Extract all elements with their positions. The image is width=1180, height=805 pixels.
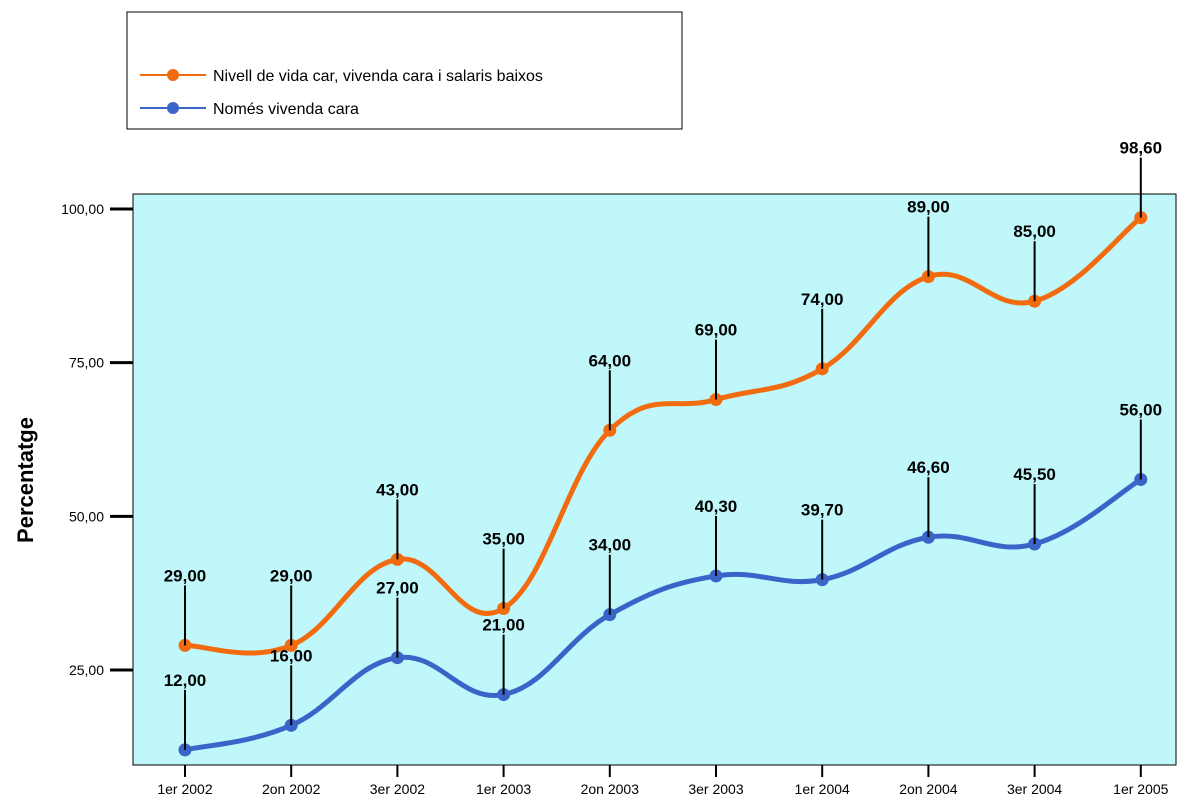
x-tick-label: 1er 2002 (157, 781, 212, 797)
x-tick-label: 1er 2004 (795, 781, 850, 797)
data-label: 21,00 (482, 616, 525, 635)
legend-item-2: Només vivenda cara (140, 101, 359, 118)
x-tick-label: 2on 2002 (262, 781, 321, 797)
x-tick-label: 3er 2004 (1007, 781, 1062, 797)
data-label: 56,00 (1120, 400, 1163, 419)
legend-label: Nivell de vida car, vivenda cara i salar… (213, 68, 543, 85)
y-axis-title: Percentatge (13, 417, 38, 543)
legend: Nivell de vida car, vivenda cara i salar… (126, 11, 683, 130)
series-line (182, 215, 1144, 656)
data-label: 69,00 (695, 321, 738, 340)
data-label: 89,00 (907, 198, 950, 217)
data-label: 43,00 (376, 480, 419, 499)
x-tick-label: 2on 2003 (581, 781, 640, 797)
data-label: 85,00 (1013, 222, 1056, 241)
data-label: 29,00 (164, 566, 207, 585)
data-label: 39,70 (801, 501, 844, 520)
data-label: 64,00 (589, 351, 632, 370)
data-label: 27,00 (376, 579, 419, 598)
data-label-layer: 29,00 29,00 43,00 35,00 64,00 69,00 74,00 89,00… (164, 139, 1162, 750)
y-tick-label: 75,00 (69, 355, 104, 371)
plot-area (132, 193, 1177, 766)
y-axis: 25,00 50,00 75,00 100,00 (61, 201, 133, 678)
x-tick-label: 3er 2002 (370, 781, 425, 797)
data-label: 46,60 (907, 458, 950, 477)
x-tick-label: 1er 2003 (476, 781, 531, 797)
x-tick-label: 3er 2003 (688, 781, 743, 797)
y-tick-label: 50,00 (69, 508, 104, 524)
data-label: 45,50 (1013, 465, 1056, 484)
data-label: 74,00 (801, 290, 844, 309)
legend-swatch-marker (167, 102, 179, 114)
series-line (182, 476, 1144, 753)
y-tick-label: 25,00 (69, 662, 104, 678)
data-label: 40,30 (695, 497, 738, 516)
y-tick-label: 100,00 (61, 201, 104, 217)
legend-label: Només vivenda cara (213, 101, 359, 118)
legend-swatch-marker (167, 69, 179, 81)
x-axis: 1er 2002 2on 2002 3er 2002 1er 2003 2on 2003… (157, 765, 1169, 797)
x-tick-label: 2on 2004 (899, 781, 958, 797)
x-tick-label: 1er 2005 (1113, 781, 1168, 797)
legend-item-1: Nivell de vida car, vivenda cara i salar… (140, 68, 543, 85)
data-label: 34,00 (589, 536, 632, 555)
data-label: 29,00 (270, 566, 313, 585)
data-label: 98,60 (1120, 139, 1163, 158)
data-label: 12,00 (164, 671, 207, 690)
data-label: 35,00 (482, 530, 525, 549)
data-label: 16,00 (270, 646, 313, 665)
legend-box (126, 11, 683, 130)
